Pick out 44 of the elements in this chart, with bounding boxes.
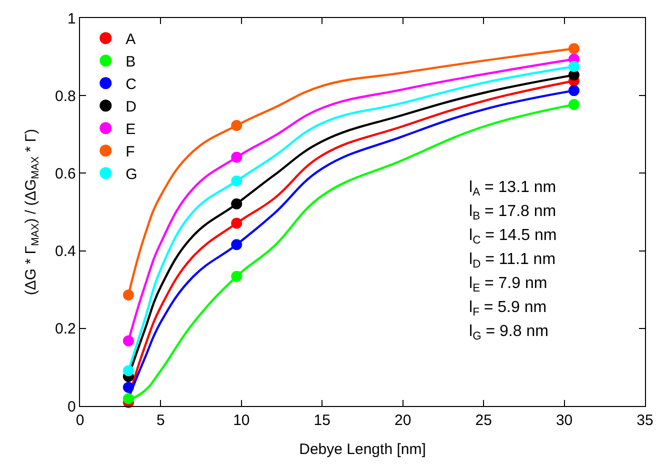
legend-label: B [126,53,136,70]
y-tick-label: 0.2 [55,320,76,338]
point [231,120,242,131]
point [231,270,242,282]
x-tick-label: 15 [314,412,330,430]
point [122,335,134,346]
legend-label: A [126,30,136,48]
annotation: l$_{E}$ = 7.9 nm [469,275,548,294]
legend-label: F [126,143,135,160]
point [231,239,242,250]
point [231,198,242,210]
point [568,61,580,72]
annotation: l$_{C}$ = 14.5 nm [469,227,557,246]
x-tick-label: 35 [636,412,654,430]
x-tick-label: 20 [394,412,412,430]
point [568,43,580,54]
x-axis-title: Debye Length [nm] [299,441,426,458]
point [122,365,134,376]
y-tick-label: 0.4 [55,243,76,260]
annotation: l$_{A}$ = 13.1 nm [469,179,556,198]
annotation: l$_{D}$ = 11.1 nm [469,251,556,270]
point [568,99,580,110]
point [231,152,242,163]
annotation: l$_{B}$ = 17.8 nm [469,203,556,222]
y-tick-label: 0.8 [55,88,76,105]
y-tick-label: 0 [68,398,76,416]
annotation: l$_{F}$ = 5.9 nm [469,299,547,318]
legend-label: D [126,98,137,116]
point [568,85,580,96]
legend-label: E [126,120,136,138]
y-tick-label: 0.6 [55,165,76,182]
x-tick-label: 5 [156,412,165,430]
x-tick-label: 30 [556,412,573,430]
y-tick-label: 1 [68,10,76,28]
point [122,382,134,393]
point [231,218,242,229]
point [122,290,134,301]
x-tick-label: 25 [475,412,492,430]
legend-label: G [126,166,138,183]
x-tick-label: 10 [233,412,250,430]
legend-label: C [126,76,137,93]
point [231,175,242,186]
annotation: l$_{G}$ = 9.8 nm [469,323,548,342]
point [122,393,134,404]
